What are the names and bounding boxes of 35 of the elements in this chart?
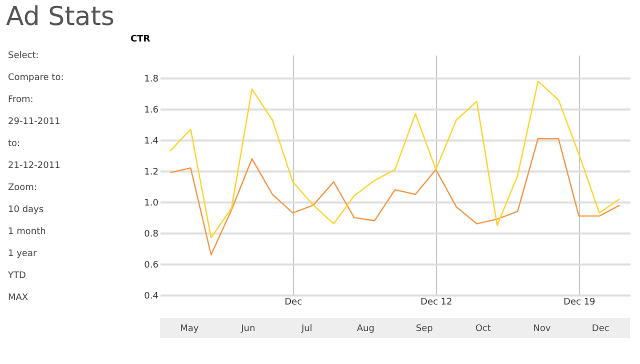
text: 29-11-2011 <box>8 117 60 127</box>
text: May <box>180 324 200 334</box>
text: 1 year <box>8 249 37 259</box>
y-axis-title: CTR <box>130 34 150 44</box>
y-tick-label: 1.2 <box>144 168 158 178</box>
y-tick-label: 0.4 <box>144 292 159 302</box>
line-series <box>170 138 620 256</box>
y-tick-label: 0.6 <box>144 260 159 271</box>
text: Zoom: <box>8 183 37 193</box>
x-tick-label: Dec 12 <box>420 298 452 308</box>
text: From: <box>8 95 34 105</box>
y-tick-label: 1.6 <box>144 106 159 116</box>
text: 10 days <box>8 205 44 215</box>
text: Dec <box>592 324 610 334</box>
x-tick-label: Dec <box>284 298 302 308</box>
y-tick-label: 1.8 <box>144 74 159 85</box>
y-tick-label: 1.4 <box>144 136 159 147</box>
text: Jun <box>240 324 256 334</box>
text: 21-12-2011 <box>8 161 60 171</box>
text: Select: <box>8 51 39 61</box>
text: to: <box>8 139 20 149</box>
text: YTD <box>7 271 26 281</box>
x-tick-label: Dec 19 <box>564 298 596 308</box>
text: Aug <box>356 324 374 334</box>
line-series <box>170 80 620 238</box>
text: Compare to: <box>8 73 64 83</box>
text: 1 month <box>8 227 46 237</box>
chart-title: Ad Stats <box>6 2 114 32</box>
y-tick-label: 0.8 <box>144 230 159 240</box>
text: Jul <box>300 324 312 334</box>
text: MAX <box>8 293 28 303</box>
text: Sep <box>416 324 434 334</box>
text: Oct <box>475 324 492 334</box>
y-tick-label: 1.0 <box>144 198 159 209</box>
text: Nov <box>533 324 552 334</box>
